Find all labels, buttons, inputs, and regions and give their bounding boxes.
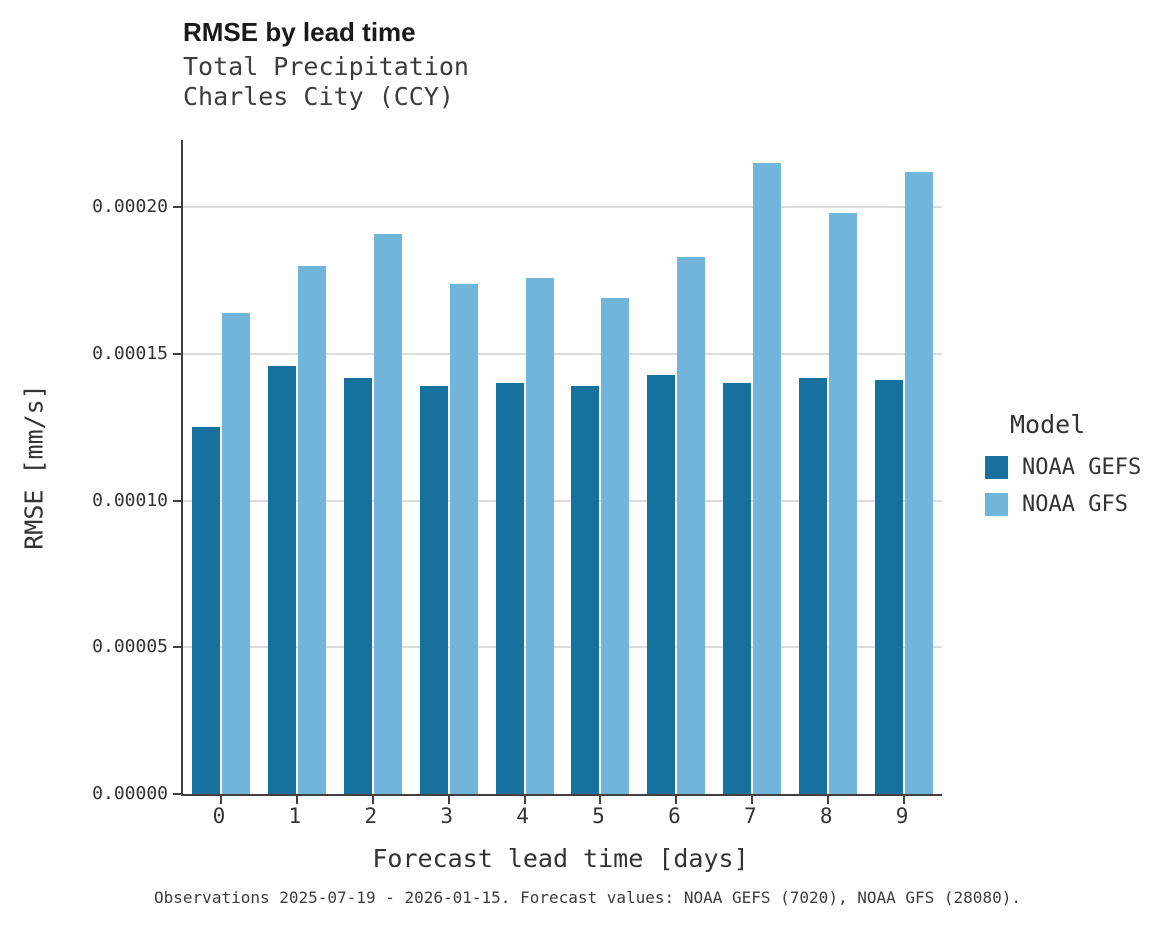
chart-subtitle-line2: Charles City (CCY): [183, 82, 454, 111]
x-tick-mark: [827, 796, 830, 804]
bar-noaa-gfs-day-1: [297, 266, 326, 794]
bar-noaa-gfs-day-9: [905, 172, 934, 794]
bar-group-day-8: [790, 140, 866, 794]
y-tick-label: 0.00020: [92, 196, 168, 218]
gridline: [183, 206, 942, 209]
y-tick-mark: [173, 646, 181, 649]
bar-group-day-5: [563, 140, 639, 794]
x-tick-mark: [523, 796, 526, 804]
bar-noaa-gefs-day-0: [191, 427, 220, 794]
x-tick-label: 6: [668, 804, 681, 828]
y-tick-label: 0.00005: [92, 636, 168, 658]
title-block: RMSE by lead time Total Precipitation Ch…: [183, 16, 469, 112]
x-tick-mark: [675, 796, 678, 804]
bar-noaa-gfs-day-3: [449, 283, 478, 794]
bar-group-day-3: [411, 140, 487, 794]
bar-noaa-gefs-day-5: [571, 386, 600, 794]
x-tick-mark: [295, 796, 298, 804]
x-tick-mark: [219, 796, 222, 804]
bar-noaa-gfs-day-5: [601, 298, 630, 794]
bar-group-day-4: [487, 140, 563, 794]
legend-entries: NOAA GEFS NOAA GFS: [985, 455, 1141, 517]
chart-subtitle-line1: Total Precipitation: [183, 52, 469, 81]
x-tick-mark: [371, 796, 374, 804]
x-tick-label: 7: [743, 804, 757, 828]
bar-group-day-2: [335, 140, 411, 794]
bar-noaa-gfs-day-8: [829, 213, 858, 794]
bar-group-day-7: [714, 140, 790, 794]
x-tick-label: 9: [895, 804, 909, 828]
gridline: [183, 499, 942, 502]
y-tick-label: 0.00015: [92, 343, 168, 365]
bar-noaa-gefs-day-2: [343, 377, 372, 794]
x-tick-label: 5: [592, 804, 605, 828]
x-tick-label: 0: [212, 804, 226, 828]
bar-group-day-0: [183, 140, 259, 794]
plot-area: [173, 140, 942, 804]
bar-group-day-6: [638, 140, 714, 794]
legend-entry: NOAA GFS: [985, 492, 1141, 517]
gridline: [183, 646, 942, 649]
bar-noaa-gfs-day-7: [753, 163, 782, 794]
legend-title: Model: [1010, 410, 1086, 439]
x-tick-label: 1: [288, 804, 302, 828]
gridline: [183, 353, 942, 356]
bar-noaa-gfs-day-4: [525, 277, 554, 794]
x-axis-ticks: 0 1 2 3 4 5 6 7 8 9: [181, 804, 940, 832]
bar-noaa-gefs-day-7: [723, 383, 752, 794]
y-tick-label: 0.00010: [92, 489, 168, 511]
bar-noaa-gefs-day-9: [875, 380, 904, 794]
bar-group-day-1: [259, 140, 335, 794]
x-tick-mark: [903, 796, 906, 804]
y-tick-label: 0.00000: [92, 783, 168, 804]
bar-noaa-gefs-day-4: [495, 383, 524, 794]
legend: Model NOAA GEFS NOAA GFS: [985, 410, 1141, 529]
x-tick-label: 8: [819, 804, 833, 828]
bar-groups: [183, 140, 942, 794]
legend-entry: NOAA GEFS: [985, 455, 1141, 480]
bar-group-day-9: [866, 140, 942, 794]
x-tick-mark: [751, 796, 754, 804]
x-tick-label: 4: [516, 804, 529, 828]
legend-swatch: [985, 493, 1008, 516]
chart-title: RMSE by lead time: [183, 17, 416, 47]
x-tick-mark: [447, 796, 450, 804]
y-axis-ticks: 0.00000 0.00005 0.00010 0.00015 0.00020: [0, 140, 168, 804]
bar-noaa-gefs-day-6: [647, 374, 676, 794]
bar-noaa-gfs-day-0: [221, 313, 250, 794]
x-tick-label: 2: [364, 804, 378, 828]
caption: Observations 2025-07-19 - 2026-01-15. Fo…: [154, 888, 1021, 907]
legend-label: NOAA GEFS: [1022, 455, 1142, 480]
legend-label: NOAA GFS: [1022, 492, 1128, 517]
y-tick-mark: [173, 353, 181, 356]
bar-noaa-gefs-day-1: [267, 365, 296, 794]
legend-swatch: [985, 456, 1008, 479]
y-tick-mark: [173, 206, 181, 209]
y-tick-mark: [173, 499, 181, 502]
x-tick-mark: [599, 796, 602, 804]
bar-noaa-gfs-day-6: [677, 257, 706, 794]
bar-noaa-gefs-day-8: [799, 377, 828, 794]
bar-noaa-gfs-day-2: [373, 233, 402, 794]
x-axis-title: Forecast lead time [days]: [372, 844, 749, 873]
bar-noaa-gefs-day-3: [419, 386, 448, 794]
x-tick-label: 3: [440, 804, 453, 828]
y-tick-mark: [173, 793, 181, 795]
